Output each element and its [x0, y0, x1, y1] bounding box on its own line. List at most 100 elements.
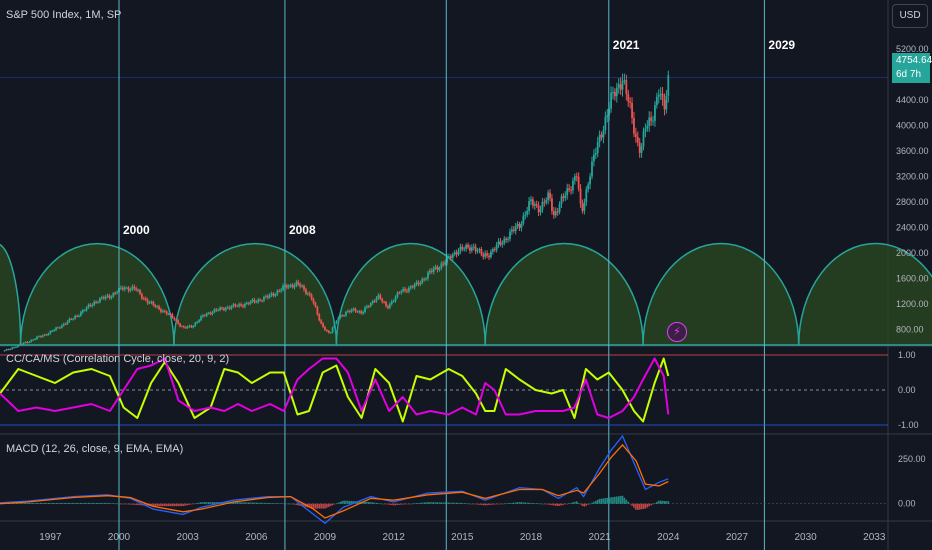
macd-histogram-bar: [60, 502, 63, 504]
candle-body: [308, 293, 311, 295]
macd-histogram-bar: [28, 502, 31, 504]
candle-body: [581, 203, 584, 211]
candle-body: [263, 296, 265, 301]
candle-body: [478, 249, 481, 251]
candle-body: [198, 320, 201, 322]
time-axis-tick: 2033: [863, 532, 886, 543]
macd-histogram-bar: [154, 503, 157, 507]
cycle-arc-4: [484, 243, 644, 346]
candle-body: [350, 309, 353, 312]
macd-histogram-bar: [76, 502, 78, 504]
candle-body: [108, 295, 111, 298]
macd-histogram-bar: [493, 503, 496, 505]
candle-body: [467, 244, 469, 248]
time-axis-tick: 1997: [39, 532, 62, 543]
macd-histogram-bar: [350, 501, 353, 504]
candle-body: [522, 215, 525, 224]
candle-body: [526, 210, 529, 215]
macd-histogram-bar: [583, 503, 586, 507]
macd-indicator-title[interactable]: MACD (12, 26, close, 9, EMA, EMA): [6, 443, 184, 455]
macd-histogram-bar: [614, 496, 616, 504]
candle-body: [480, 249, 483, 255]
macd-histogram-bar: [97, 502, 99, 504]
macd-histogram-bar: [257, 502, 260, 504]
macd-histogram-bar: [102, 502, 105, 504]
macd-histogram-bar: [196, 503, 199, 504]
candle-body: [392, 301, 395, 303]
macd-histogram-bar: [562, 503, 565, 505]
candle-body: [238, 304, 241, 307]
candle-body: [659, 93, 662, 95]
macd-histogram-bar: [352, 501, 355, 504]
macd-histogram-bar: [644, 503, 647, 509]
macd-histogram-bar: [461, 502, 464, 504]
macd-histogram-bar: [184, 503, 187, 506]
macd-histogram-bar: [495, 503, 498, 505]
macd-histogram-bar: [549, 503, 551, 505]
macd-histogram-bar: [537, 503, 540, 505]
macd-histogram-bar: [276, 503, 279, 504]
macd-histogram-bar: [636, 503, 639, 510]
candle-body: [440, 263, 443, 268]
macd-histogram-bar: [286, 503, 288, 505]
candle-body: [312, 299, 315, 303]
lightning-icon[interactable]: ⚡: [667, 322, 687, 342]
macd-histogram-bar: [625, 499, 628, 504]
candle-body: [482, 254, 485, 257]
candle-body: [387, 306, 389, 308]
macd-histogram-bar: [520, 502, 523, 504]
candle-body: [339, 315, 342, 318]
candle-body: [58, 327, 61, 329]
candle-body: [194, 322, 197, 326]
candle-body: [266, 296, 269, 298]
candle-body: [493, 249, 496, 251]
candle-body: [60, 325, 63, 328]
macd-histogram-bar: [171, 503, 174, 507]
currency-button[interactable]: USD: [892, 4, 928, 28]
candle-body: [388, 304, 391, 308]
candle-body: [188, 325, 191, 327]
candle-body: [89, 304, 92, 307]
macd-histogram-bar: [287, 503, 290, 505]
cc-indicator-title[interactable]: CC/CA/MS (Correlation Cycle, close, 20, …: [6, 353, 230, 365]
macd-histogram-bar: [85, 502, 88, 504]
candle-body: [68, 318, 71, 322]
candle-body: [104, 296, 107, 299]
candle-body: [17, 344, 19, 347]
macd-histogram-bar: [408, 503, 410, 505]
candle-body: [278, 290, 281, 292]
macd-histogram-bar: [419, 502, 422, 504]
macd-histogram-bar: [528, 502, 530, 504]
candle-body: [636, 136, 639, 143]
macd-histogram-bar: [295, 503, 298, 505]
candle-body: [446, 256, 448, 263]
candle-body: [343, 315, 345, 317]
macd-histogram-bar: [87, 502, 90, 504]
macd-histogram-bar: [600, 498, 603, 504]
candle-body: [207, 312, 210, 314]
candle-body: [377, 295, 380, 298]
candle-body: [51, 330, 54, 332]
macd-histogram-bar: [650, 503, 652, 506]
candle-body: [232, 304, 235, 307]
macd-histogram-bar: [95, 502, 97, 504]
candle-body: [53, 329, 56, 331]
candle-body: [41, 335, 44, 337]
macd-histogram-bar: [558, 503, 561, 506]
macd-histogram-bar: [364, 501, 366, 504]
candle-body: [409, 286, 412, 288]
candle-body: [379, 295, 382, 300]
macd-histogram-bar: [268, 503, 271, 504]
candle-body: [617, 84, 620, 88]
macd-histogram-bar: [427, 502, 429, 504]
macd-histogram-bar: [112, 503, 115, 504]
candle-body: [3, 350, 6, 352]
candle-body: [249, 301, 252, 304]
macd-histogram-bar: [551, 503, 553, 506]
macd-histogram-bar: [423, 502, 425, 504]
macd-histogram-bar: [518, 502, 521, 504]
candle-body: [613, 91, 616, 97]
macd-histogram-bar: [434, 502, 437, 504]
candle-body: [257, 299, 260, 302]
